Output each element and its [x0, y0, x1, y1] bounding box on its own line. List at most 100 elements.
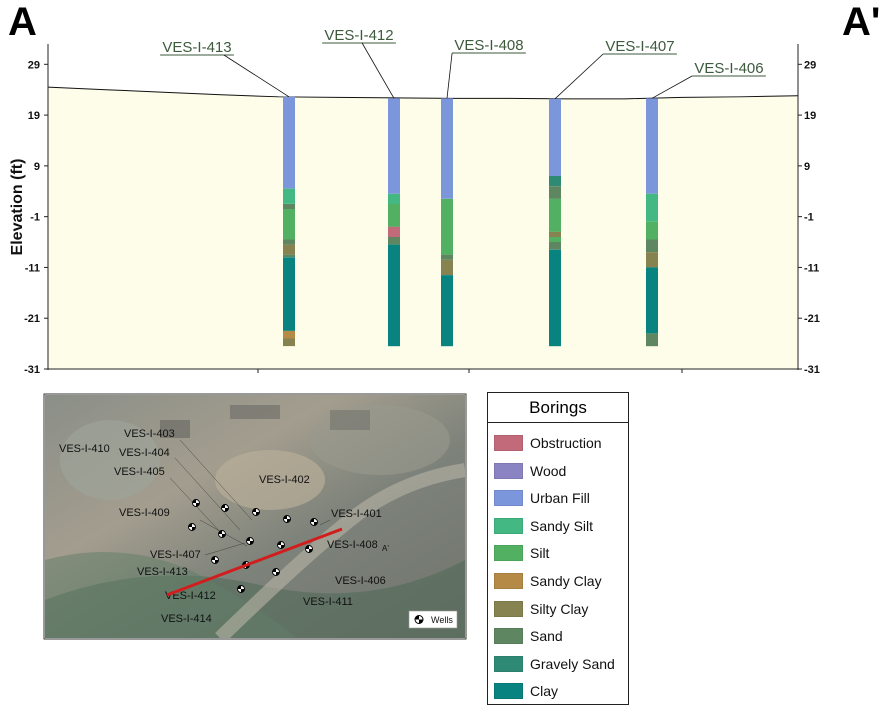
map-leader-line: [174, 457, 241, 531]
map-boring-label: VES-I-404: [119, 447, 170, 459]
layer-silty-clay: [441, 259, 453, 275]
legend-label: Obstruction: [530, 435, 602, 451]
legend-item-wood: Wood: [494, 462, 566, 480]
well-marker-icon: [246, 537, 254, 545]
boring-leader-line: [361, 42, 395, 99]
layer-sandy-silt: [646, 193, 658, 222]
boring-column-ves-i-413: [283, 96, 295, 347]
ytick-label-right: -31: [804, 364, 820, 376]
well-marker-icon: [188, 523, 196, 531]
well-marker-icon: [192, 499, 200, 507]
section-line: [166, 527, 343, 597]
legend-item-sandy-clay: Sandy Clay: [494, 572, 602, 590]
legend-swatch: [494, 490, 523, 507]
legend-item-gravely-sand: Gravely Sand: [494, 655, 615, 673]
layer-urban-fill: [388, 98, 400, 194]
layer-obstruction: [388, 226, 400, 237]
legend-item-silt: Silt: [494, 544, 549, 562]
layer-silt: [388, 204, 400, 227]
layer-silty-clay: [646, 252, 658, 268]
map-boring-label: VES-I-408: [327, 539, 378, 551]
boring-column-ves-i-408: [441, 98, 453, 347]
layer-silty-clay: [283, 244, 295, 255]
layer-urban-fill: [441, 98, 453, 199]
layer-silt: [549, 237, 561, 243]
legend-title: Borings: [488, 393, 628, 423]
map-boring-label: VES-I-409: [119, 507, 170, 519]
ytick-label-left: 29: [28, 59, 40, 71]
wells-legend: Wells: [408, 610, 458, 629]
map-boring-label: VES-I-403: [124, 428, 175, 440]
legend-label: Silty Clay: [530, 600, 589, 617]
map-boring-label: VES-I-405: [114, 466, 165, 478]
legend-item-obstruction: Obstruction: [494, 434, 602, 452]
map-boring-label: VES-I-402: [259, 474, 310, 486]
layer-sand: [283, 204, 295, 210]
map-boring-label: VES-I-412: [165, 590, 216, 602]
boring-column-ves-i-407: [549, 98, 561, 347]
ytick-label-right: 19: [804, 110, 816, 122]
boring-leader-line: [446, 52, 453, 99]
layer-sandy-silt: [388, 193, 400, 204]
ytick-label-right: -11: [804, 262, 819, 274]
layer-sand: [549, 242, 561, 250]
map-boring-label: VES-I-411: [303, 596, 353, 608]
layer-silty-clay: [549, 231, 561, 237]
boring-label: VES-I-412: [324, 27, 393, 44]
subsurface-area: [48, 87, 798, 369]
legend-swatch: [494, 435, 523, 451]
well-marker-icon: [283, 515, 291, 523]
layer-clay: [441, 275, 453, 347]
well-marker-icon: [218, 530, 226, 538]
map-leader-line: [319, 519, 331, 526]
ytick-label-left: -21: [24, 313, 40, 325]
boring-leader-line: [651, 75, 693, 99]
legend-swatch: [494, 600, 523, 617]
layer-sand: [283, 254, 295, 258]
legend-label: Gravely Sand: [530, 655, 615, 672]
legend-item-sand: Sand: [494, 627, 563, 645]
ytick-label-right: -21: [804, 313, 820, 325]
map-boring-label: VES-I-406: [335, 575, 386, 587]
layer-sand: [441, 254, 453, 260]
map-boring-label: VES-I-407: [150, 549, 201, 561]
legend-label: Sand: [530, 628, 563, 645]
well-marker-icon: [211, 556, 219, 564]
boring-label: VES-I-413: [162, 39, 231, 56]
legend-swatch: [494, 573, 523, 589]
ytick-label-right: 9: [804, 161, 810, 173]
ytick-label-left: -31: [24, 364, 40, 376]
legend-label: Wood: [530, 462, 567, 479]
well-symbol-icon: [414, 615, 424, 624]
boring-leader-line: [223, 54, 290, 98]
legend-item-sandy-silt: Sandy Silt: [494, 517, 593, 535]
boring-leader-line: [554, 53, 604, 100]
ground-surface-line: [47, 86, 799, 100]
legend-swatch: [494, 628, 523, 645]
well-marker-icon: [272, 568, 280, 576]
section-end-label: A': [842, 0, 881, 44]
layer-sand: [388, 237, 400, 245]
legend-swatch: [494, 462, 523, 479]
section-start-label: A: [8, 0, 37, 44]
layer-clay: [549, 249, 561, 347]
legend-label: Urban Fill: [530, 490, 590, 507]
layer-urban-fill: [646, 98, 658, 194]
layer-gravely-sand: [549, 176, 561, 187]
layer-sand: [549, 186, 561, 199]
ytick-label-left: -1: [30, 212, 40, 224]
legend-swatch: [494, 517, 523, 534]
legend-label: Sandy Clay: [530, 573, 602, 589]
legend-item-clay: Clay: [494, 682, 558, 700]
legend-swatch: [494, 683, 523, 700]
map-leader-line: [179, 439, 253, 521]
ytick-label-left: -11: [25, 262, 40, 274]
layer-silt: [441, 198, 453, 255]
map-section-end-label: A': [382, 544, 389, 553]
layer-urban-fill: [283, 96, 295, 189]
map-boring-label: VES-I-413: [137, 566, 188, 578]
layer-sand: [283, 239, 295, 245]
layer-sandy-silt: [283, 188, 295, 204]
map-leader-line: [204, 542, 246, 556]
